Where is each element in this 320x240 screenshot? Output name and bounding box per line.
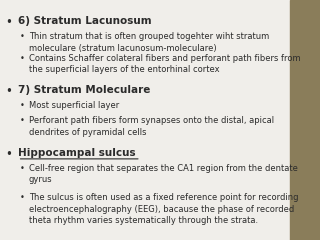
Text: •: • [19, 164, 24, 173]
Text: 7) Stratum Moleculare: 7) Stratum Moleculare [18, 85, 150, 95]
Text: Perforant path fibers form synapses onto the distal, apical
dendrites of pyramid: Perforant path fibers form synapses onto… [29, 116, 274, 137]
Text: Contains Schaffer colateral fibers and perforant path fibers from
the superficia: Contains Schaffer colateral fibers and p… [29, 54, 300, 74]
Text: The sulcus is often used as a fixed reference point for recording
electroencepha: The sulcus is often used as a fixed refe… [29, 193, 298, 225]
Text: 6) Stratum Lacunosum: 6) Stratum Lacunosum [18, 16, 151, 26]
Text: •: • [19, 101, 24, 110]
Bar [290, 0, 320, 240]
Text: •: • [5, 85, 12, 98]
Text: Cell-free region that separates the CA1 region from the dentate
gyrus: Cell-free region that separates the CA1 … [29, 164, 298, 184]
Text: •: • [5, 16, 12, 29]
Text: Hippocampal sulcus: Hippocampal sulcus [18, 148, 135, 158]
Text: •: • [19, 32, 24, 41]
Text: •: • [19, 116, 24, 125]
Text: •: • [19, 54, 24, 63]
Text: •: • [5, 148, 12, 161]
Text: Most superficial layer: Most superficial layer [29, 101, 119, 110]
Text: Thin stratum that is often grouped togehter wiht stratum
moleculare (stratum lac: Thin stratum that is often grouped togeh… [29, 32, 269, 53]
Text: •: • [19, 193, 24, 202]
